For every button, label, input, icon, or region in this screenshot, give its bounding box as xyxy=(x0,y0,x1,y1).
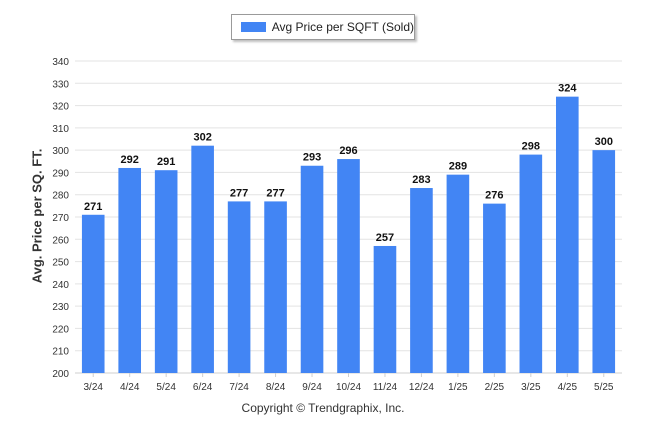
y-tick-label: 260 xyxy=(52,235,69,246)
bar xyxy=(446,174,470,373)
y-tick-label: 240 xyxy=(52,280,69,291)
x-tick-label: 9/24 xyxy=(302,382,322,393)
data-label: 277 xyxy=(266,187,284,199)
data-label: 292 xyxy=(121,154,139,166)
data-label: 300 xyxy=(595,136,613,148)
legend-label: Avg Price per SQFT (Sold) xyxy=(271,20,414,34)
data-label: 283 xyxy=(412,174,430,186)
data-label: 289 xyxy=(449,161,467,173)
x-tick-label: 3/24 xyxy=(83,382,103,393)
x-tick-label: 8/24 xyxy=(266,382,286,393)
bar xyxy=(118,167,142,373)
x-tick-label: 7/24 xyxy=(229,382,249,393)
bar xyxy=(154,170,178,373)
y-tick-label: 310 xyxy=(52,124,69,135)
bar xyxy=(227,201,251,373)
x-tick-label: 6/24 xyxy=(193,382,213,393)
x-tick-label: 4/24 xyxy=(120,382,140,393)
bar xyxy=(519,154,543,373)
x-tick-label: 4/25 xyxy=(558,382,578,393)
y-tick-label: 330 xyxy=(52,79,69,90)
bar xyxy=(483,203,506,373)
y-tick-label: 230 xyxy=(52,302,69,313)
data-label: 291 xyxy=(157,156,175,168)
x-tick-label: 2/25 xyxy=(485,382,505,393)
bar xyxy=(264,201,287,373)
x-tick-label: 10/24 xyxy=(336,382,361,393)
y-tick-label: 280 xyxy=(52,191,69,202)
bar xyxy=(300,165,324,373)
bar xyxy=(191,145,214,373)
data-label: 298 xyxy=(522,141,540,153)
y-tick-label: 220 xyxy=(52,324,69,335)
data-label: 296 xyxy=(339,145,357,157)
y-tick-label: 290 xyxy=(52,168,69,179)
legend[interactable]: Avg Price per SQFT (Sold) xyxy=(231,14,415,40)
copyright-footer: Copyright © Trendgraphix, Inc. xyxy=(241,401,405,415)
x-tick-label: 5/24 xyxy=(156,382,176,393)
data-label: 277 xyxy=(230,187,248,199)
y-tick-label: 320 xyxy=(52,102,69,113)
legend-swatch xyxy=(241,22,266,32)
data-label: 276 xyxy=(485,190,503,202)
x-tick-label: 3/25 xyxy=(521,382,541,393)
data-label: 257 xyxy=(376,232,394,244)
x-tick-label: 11/24 xyxy=(373,382,398,393)
data-label: 302 xyxy=(193,132,211,144)
y-tick-label: 300 xyxy=(52,146,69,157)
bar xyxy=(410,188,433,373)
x-tick-label: 5/25 xyxy=(594,382,614,393)
y-tick-label: 270 xyxy=(52,213,69,224)
bar xyxy=(337,159,360,373)
data-label: 293 xyxy=(303,152,321,164)
bar xyxy=(81,214,105,373)
bar xyxy=(592,150,616,373)
bar xyxy=(373,245,397,373)
data-label: 271 xyxy=(84,201,102,213)
y-tick-label: 200 xyxy=(52,369,69,380)
y-tick-label: 250 xyxy=(52,258,69,269)
x-tick-label: 12/24 xyxy=(409,382,434,393)
bar xyxy=(555,96,579,374)
x-tick-label: 1/25 xyxy=(448,382,468,393)
data-label: 324 xyxy=(558,83,577,95)
y-tick-label: 210 xyxy=(52,347,69,358)
y-tick-label: 340 xyxy=(52,57,69,68)
